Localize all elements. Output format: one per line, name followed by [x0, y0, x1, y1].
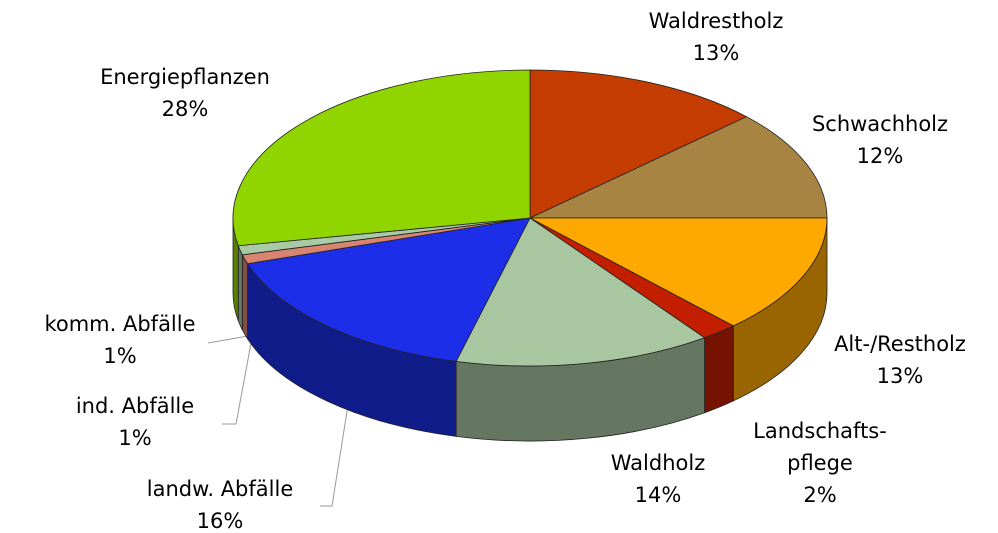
slice [232, 69, 531, 247]
slice-label: Energiepflanzen [100, 65, 270, 89]
sides [232, 217, 828, 442]
slice-value-label: 1% [103, 344, 136, 368]
slice-label: komm. Abfälle [44, 312, 195, 336]
slice-label: ind. Abfälle [76, 394, 194, 418]
slice-label: Landschafts-pflege [753, 419, 887, 475]
slice-value-label: 13% [693, 41, 740, 65]
slice-label: Alt-/Restholz [834, 332, 966, 356]
slice-value-label: 28% [162, 97, 209, 121]
slice [246, 217, 531, 362]
slice [529, 69, 748, 219]
slice-value-label: 2% [803, 483, 836, 507]
leader-line [207, 335, 249, 344]
slice-label: Waldholz [611, 451, 705, 475]
slice-value-label: 12% [857, 144, 904, 168]
slice [529, 217, 828, 327]
slice-value-label: 14% [635, 483, 682, 507]
slice-value-label: 13% [877, 364, 924, 388]
slice-label: landw. Abfälle [147, 477, 294, 501]
slice-label: Schwachholz [812, 112, 948, 136]
slice [529, 116, 828, 219]
leader-lines [207, 335, 349, 507]
leader-line [222, 337, 253, 425]
leader-line [320, 404, 349, 507]
slice-side [241, 254, 248, 341]
slice-side [237, 245, 243, 330]
slice [455, 217, 706, 367]
tops [232, 69, 828, 367]
slice-label: Waldrestholz [649, 9, 784, 33]
slice-side [704, 325, 734, 414]
slice-value-label: 1% [118, 426, 151, 450]
slice-value-label: 16% [197, 509, 244, 533]
